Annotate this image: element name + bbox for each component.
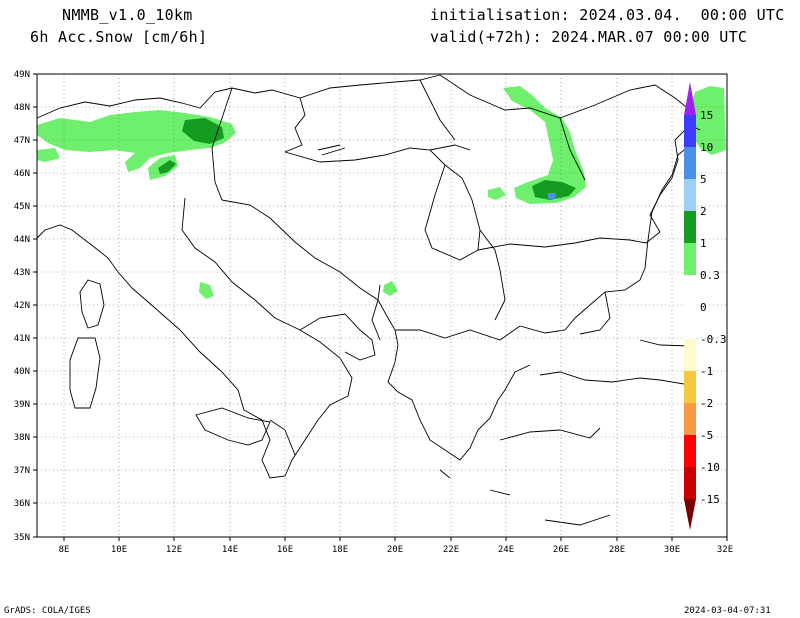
colorbar-label: 2 xyxy=(700,205,707,218)
lon-label: 8E xyxy=(59,545,70,555)
valid-time: valid(+72h): 2024.MAR.07 00:00 UTC xyxy=(430,28,748,46)
lat-label: 46N xyxy=(14,169,30,179)
lat-label: 36N xyxy=(14,499,30,509)
colorbar-2-5 xyxy=(684,179,696,211)
lon-label: 14E xyxy=(222,545,238,555)
colorbar-1-2 xyxy=(684,211,696,243)
footer-grads-credit: GrADS: COLA/IGES xyxy=(4,606,91,616)
lon-label: 12E xyxy=(166,545,182,555)
colorbar-label: 0.3 xyxy=(700,269,720,282)
snow-fields xyxy=(37,86,726,299)
lon-label: 24E xyxy=(498,545,514,555)
colorbar-n5-10 xyxy=(684,435,696,467)
footer-timestamp: 2024-03-04-07:31 xyxy=(684,606,771,616)
y-axis xyxy=(33,73,37,538)
colorbar-neutral xyxy=(684,275,696,339)
lat-label: 37N xyxy=(14,466,30,476)
lon-label: 22E xyxy=(443,545,459,555)
lat-label: 45N xyxy=(14,202,30,212)
lat-lon-grid xyxy=(37,74,727,537)
x-axis xyxy=(63,537,728,541)
colorbar-03-1 xyxy=(684,243,696,275)
lon-label: 30E xyxy=(664,545,680,555)
lat-label: 39N xyxy=(14,400,30,410)
colorbar-n2-5 xyxy=(684,403,696,435)
colorbar-label: -15 xyxy=(700,493,720,506)
lon-label: 20E xyxy=(387,545,403,555)
colorbar-label: 15 xyxy=(700,109,713,122)
field-title: 6h Acc.Snow [cm/6h] xyxy=(30,28,208,46)
lat-label: 40N xyxy=(14,367,30,377)
colorbar-label: 1 xyxy=(700,237,707,250)
lon-label: 10E xyxy=(111,545,127,555)
colorbar-top-tip xyxy=(684,82,696,115)
lat-label: 48N xyxy=(14,103,30,113)
lon-label: 32E xyxy=(717,545,733,555)
colorbar-bottom-tip xyxy=(684,499,696,530)
lat-label: 38N xyxy=(14,433,30,443)
colorbar-label: 10 xyxy=(700,141,713,154)
colorbar-label: -2 xyxy=(700,397,713,410)
colorbar-label: 5 xyxy=(700,173,707,186)
colorbar-label: 0 xyxy=(700,301,707,314)
lon-label: 18E xyxy=(332,545,348,555)
colorbar-label: -1 xyxy=(700,365,713,378)
lon-label: 26E xyxy=(553,545,569,555)
colorbar-label: -10 xyxy=(700,461,720,474)
lat-label: 44N xyxy=(14,235,30,245)
lat-label: 47N xyxy=(14,136,30,146)
lat-label: 35N xyxy=(14,533,30,543)
lat-label: 49N xyxy=(14,70,30,80)
colorbar-label: -5 xyxy=(700,429,713,442)
coastlines-borders xyxy=(36,74,701,526)
colorbar-10-15 xyxy=(684,115,696,147)
lat-label: 43N xyxy=(14,268,30,278)
model-title: NMMB_v1.0_10km xyxy=(62,6,193,24)
colorbar-n10-15 xyxy=(684,467,696,499)
colorbar: 15 10 5 2 1 0.3 0 -0.3 -1 -2 -5 -10 -15 xyxy=(684,82,727,530)
colorbar-n1-2 xyxy=(684,371,696,403)
lat-label: 41N xyxy=(14,334,30,344)
init-time: initialisation: 2024.03.04. 00:00 UTC xyxy=(430,6,785,24)
lat-label: 42N xyxy=(14,301,30,311)
lon-label: 28E xyxy=(609,545,625,555)
colorbar-5-10 xyxy=(684,147,696,179)
colorbar-n03-1 xyxy=(684,339,696,371)
colorbar-label: -0.3 xyxy=(700,333,727,346)
lon-label: 16E xyxy=(277,545,293,555)
